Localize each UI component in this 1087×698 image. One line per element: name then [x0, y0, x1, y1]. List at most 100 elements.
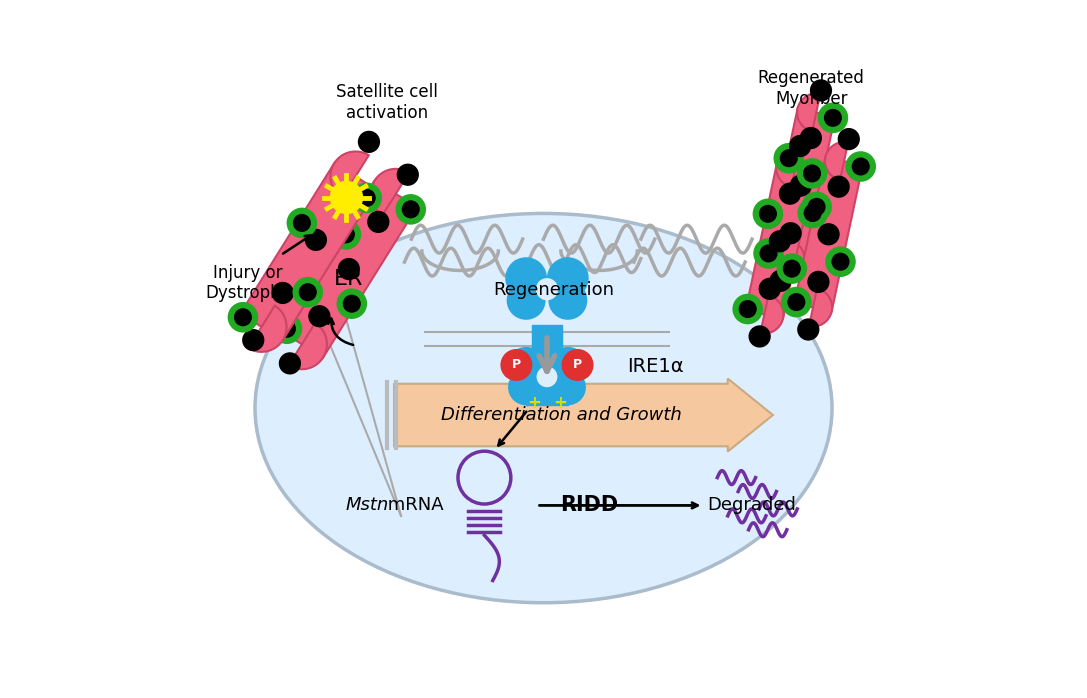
Polygon shape — [532, 325, 562, 349]
Circle shape — [749, 325, 771, 348]
Circle shape — [776, 253, 808, 284]
Circle shape — [783, 260, 801, 278]
Circle shape — [803, 204, 822, 222]
Circle shape — [500, 349, 533, 381]
Circle shape — [242, 329, 264, 351]
Circle shape — [358, 131, 380, 153]
Circle shape — [798, 198, 828, 228]
Circle shape — [337, 225, 355, 244]
Circle shape — [367, 211, 389, 233]
Polygon shape — [746, 164, 814, 318]
Polygon shape — [782, 240, 804, 278]
Circle shape — [505, 258, 547, 299]
Circle shape — [227, 302, 259, 332]
Circle shape — [358, 189, 376, 207]
Text: ER: ER — [334, 269, 363, 290]
Circle shape — [402, 200, 420, 218]
Circle shape — [537, 366, 558, 387]
Circle shape — [779, 149, 798, 168]
Circle shape — [547, 258, 589, 299]
Circle shape — [797, 158, 827, 188]
Circle shape — [810, 80, 832, 101]
Circle shape — [342, 295, 361, 313]
Circle shape — [548, 281, 587, 320]
Circle shape — [808, 271, 829, 293]
Circle shape — [803, 165, 821, 182]
Circle shape — [808, 198, 826, 216]
Circle shape — [562, 349, 594, 381]
Circle shape — [396, 194, 426, 225]
Circle shape — [550, 369, 586, 406]
Circle shape — [752, 198, 784, 229]
Polygon shape — [280, 181, 417, 357]
Text: +: + — [527, 394, 540, 412]
Circle shape — [825, 246, 855, 277]
Circle shape — [852, 158, 870, 175]
Circle shape — [334, 181, 357, 204]
Text: RIDD: RIDD — [560, 496, 617, 515]
Circle shape — [287, 207, 317, 238]
Circle shape — [846, 151, 876, 181]
Circle shape — [779, 222, 802, 244]
Polygon shape — [825, 142, 848, 180]
Circle shape — [397, 163, 418, 186]
Circle shape — [548, 347, 587, 386]
Polygon shape — [289, 323, 327, 369]
Polygon shape — [766, 109, 835, 262]
Circle shape — [817, 103, 848, 133]
Circle shape — [299, 283, 316, 302]
Circle shape — [760, 244, 777, 262]
Text: Regeneration: Regeneration — [493, 281, 614, 299]
Polygon shape — [776, 149, 799, 187]
Circle shape — [278, 352, 301, 375]
Circle shape — [789, 174, 812, 197]
Circle shape — [304, 229, 327, 251]
Circle shape — [824, 109, 842, 127]
Circle shape — [337, 288, 367, 319]
Polygon shape — [371, 169, 409, 215]
Circle shape — [536, 278, 558, 300]
Circle shape — [770, 269, 791, 292]
Circle shape — [292, 214, 311, 232]
Circle shape — [508, 369, 545, 406]
Text: Degraded: Degraded — [708, 496, 797, 514]
Circle shape — [329, 181, 363, 214]
Text: Mstn: Mstn — [346, 496, 389, 514]
Circle shape — [759, 205, 777, 223]
Text: P: P — [512, 359, 521, 371]
Circle shape — [779, 182, 801, 205]
Polygon shape — [240, 163, 377, 340]
Circle shape — [278, 320, 296, 338]
Circle shape — [759, 278, 780, 300]
Circle shape — [787, 293, 805, 311]
Polygon shape — [248, 306, 287, 352]
Circle shape — [800, 127, 822, 149]
FancyArrow shape — [393, 378, 773, 452]
Text: IRE1α: IRE1α — [627, 357, 684, 376]
Text: Satellite cell
activation: Satellite cell activation — [336, 83, 438, 121]
Circle shape — [827, 176, 850, 198]
Circle shape — [838, 128, 860, 150]
Circle shape — [782, 287, 812, 318]
Circle shape — [733, 294, 763, 325]
Circle shape — [272, 282, 293, 304]
Circle shape — [338, 258, 360, 280]
Circle shape — [797, 318, 820, 341]
Circle shape — [234, 309, 252, 326]
Circle shape — [507, 281, 546, 320]
Circle shape — [789, 135, 811, 157]
Text: Injury or
Dystrophy: Injury or Dystrophy — [205, 264, 291, 302]
Polygon shape — [797, 94, 821, 131]
Circle shape — [309, 305, 330, 327]
Polygon shape — [761, 296, 784, 334]
Polygon shape — [330, 151, 368, 198]
Polygon shape — [795, 157, 863, 311]
Circle shape — [769, 230, 791, 253]
Ellipse shape — [255, 214, 832, 603]
Text: P: P — [573, 359, 583, 371]
Circle shape — [801, 191, 832, 222]
Circle shape — [774, 143, 804, 174]
Text: +: + — [553, 394, 567, 412]
Circle shape — [817, 223, 839, 246]
Text: mRNA: mRNA — [383, 496, 443, 514]
